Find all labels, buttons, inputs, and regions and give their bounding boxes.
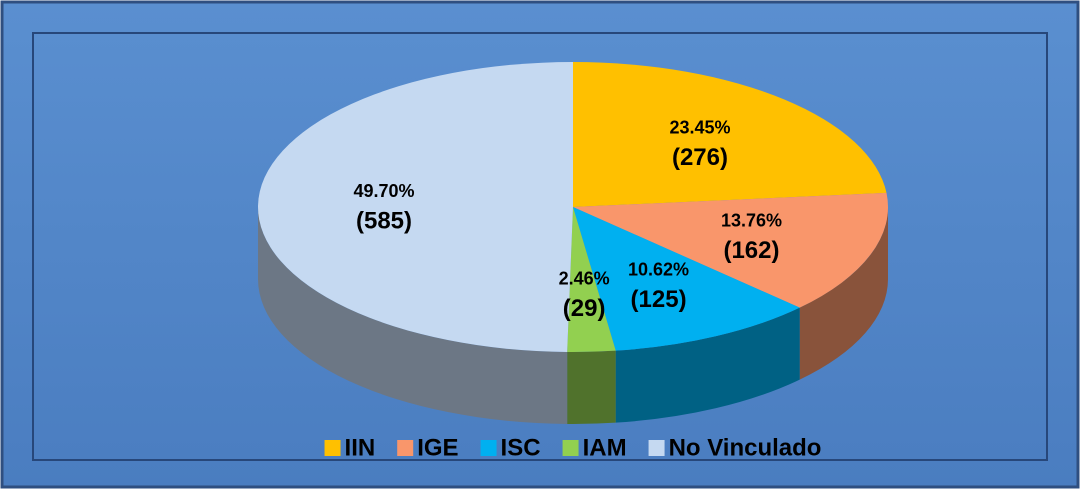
legend-label: IAM — [583, 434, 627, 461]
pie-side — [567, 350, 616, 425]
pie-slice — [573, 207, 800, 351]
legend-swatch — [562, 440, 579, 456]
legend-label: No Vinculado — [669, 434, 822, 461]
legend-swatch — [397, 440, 414, 456]
count-label: (276) — [672, 144, 728, 171]
pie-slice — [573, 62, 887, 207]
pie-slice — [258, 62, 573, 352]
inner-frame — [32, 32, 1048, 461]
percent-label: 13.76% — [721, 210, 782, 230]
pie-slice — [567, 207, 616, 352]
percent-label: 2.46% — [559, 269, 610, 289]
count-label: (125) — [631, 286, 687, 313]
legend-item: IIN — [324, 434, 376, 461]
legend-item: No Vinculado — [648, 434, 822, 461]
legend: IIN IGE ISC IAM No Vinculado — [324, 434, 822, 461]
count-label: (29) — [563, 295, 606, 322]
legend-label: ISC — [501, 434, 541, 461]
percent-label: 23.45% — [669, 117, 730, 137]
percent-label: 10.62% — [628, 259, 689, 279]
pie-slice — [573, 192, 888, 308]
legend-item: IAM — [562, 434, 627, 461]
pie-side — [799, 207, 888, 380]
percent-label: 49.70% — [353, 181, 414, 201]
legend-swatch — [480, 440, 497, 456]
pie-side — [258, 207, 568, 424]
pie-tops — [258, 62, 888, 352]
legend-item: ISC — [480, 434, 541, 461]
pie-sides — [258, 207, 888, 425]
legend-label: IGE — [417, 434, 458, 461]
legend-label: IIN — [345, 434, 376, 461]
legend-item: IGE — [397, 434, 459, 461]
labels: 23.45% (276) 13.76% (162) 10.62% (125) 2.46% (2… — [353, 117, 782, 322]
pie-side — [615, 307, 800, 423]
count-label: (162) — [723, 237, 779, 264]
legend-swatch — [324, 440, 341, 456]
legend-swatch — [648, 440, 665, 456]
count-label: (585) — [356, 208, 412, 235]
